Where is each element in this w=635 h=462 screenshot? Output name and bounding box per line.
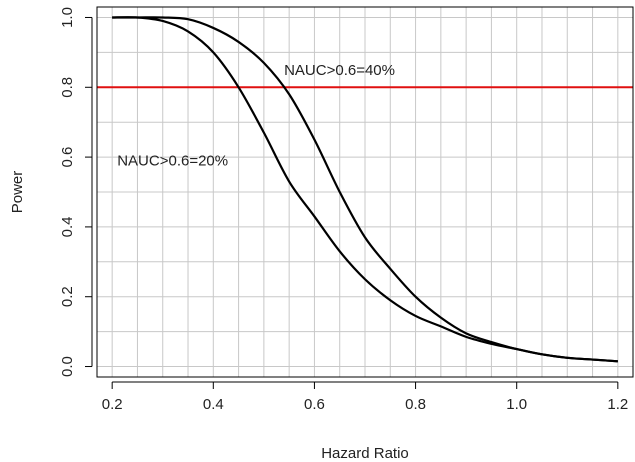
grid-layer bbox=[97, 7, 633, 377]
annotation-label: NAUC>0.6=40% bbox=[284, 62, 395, 79]
y-tick-label: 1.0 bbox=[59, 7, 76, 28]
series-layer bbox=[112, 16, 618, 363]
x-axis-title: Hazard Ratio bbox=[321, 445, 409, 462]
y-axis: 0.0 0.2 0.4 0.6 0.8 1.0 bbox=[59, 7, 93, 377]
x-tick-label: 0.6 bbox=[304, 396, 325, 413]
y-tick-label: 0.4 bbox=[59, 216, 76, 237]
x-tick-label: 0.8 bbox=[405, 396, 426, 413]
y-axis-title: Power bbox=[9, 171, 26, 214]
y-tick-label: 0.2 bbox=[59, 286, 76, 307]
x-tick-label: 1.0 bbox=[506, 396, 527, 413]
x-axis: 0.2 0.4 0.6 0.8 1.0 1.2 bbox=[102, 381, 628, 413]
y-tick-label: 0.0 bbox=[59, 356, 76, 377]
plot-frame bbox=[96, 6, 634, 378]
y-tick-label: 0.6 bbox=[59, 147, 76, 168]
y-tick-label: 0.8 bbox=[59, 77, 76, 98]
x-tick-label: 1.2 bbox=[607, 396, 628, 413]
series-line-2 bbox=[112, 16, 618, 363]
annotation-label: NAUC>0.6=20% bbox=[117, 153, 228, 170]
annotation-layer: NAUC>0.6=40% NAUC>0.6=20% bbox=[117, 62, 395, 170]
x-tick-label: 0.4 bbox=[203, 396, 224, 413]
x-tick-label: 0.2 bbox=[102, 396, 123, 413]
